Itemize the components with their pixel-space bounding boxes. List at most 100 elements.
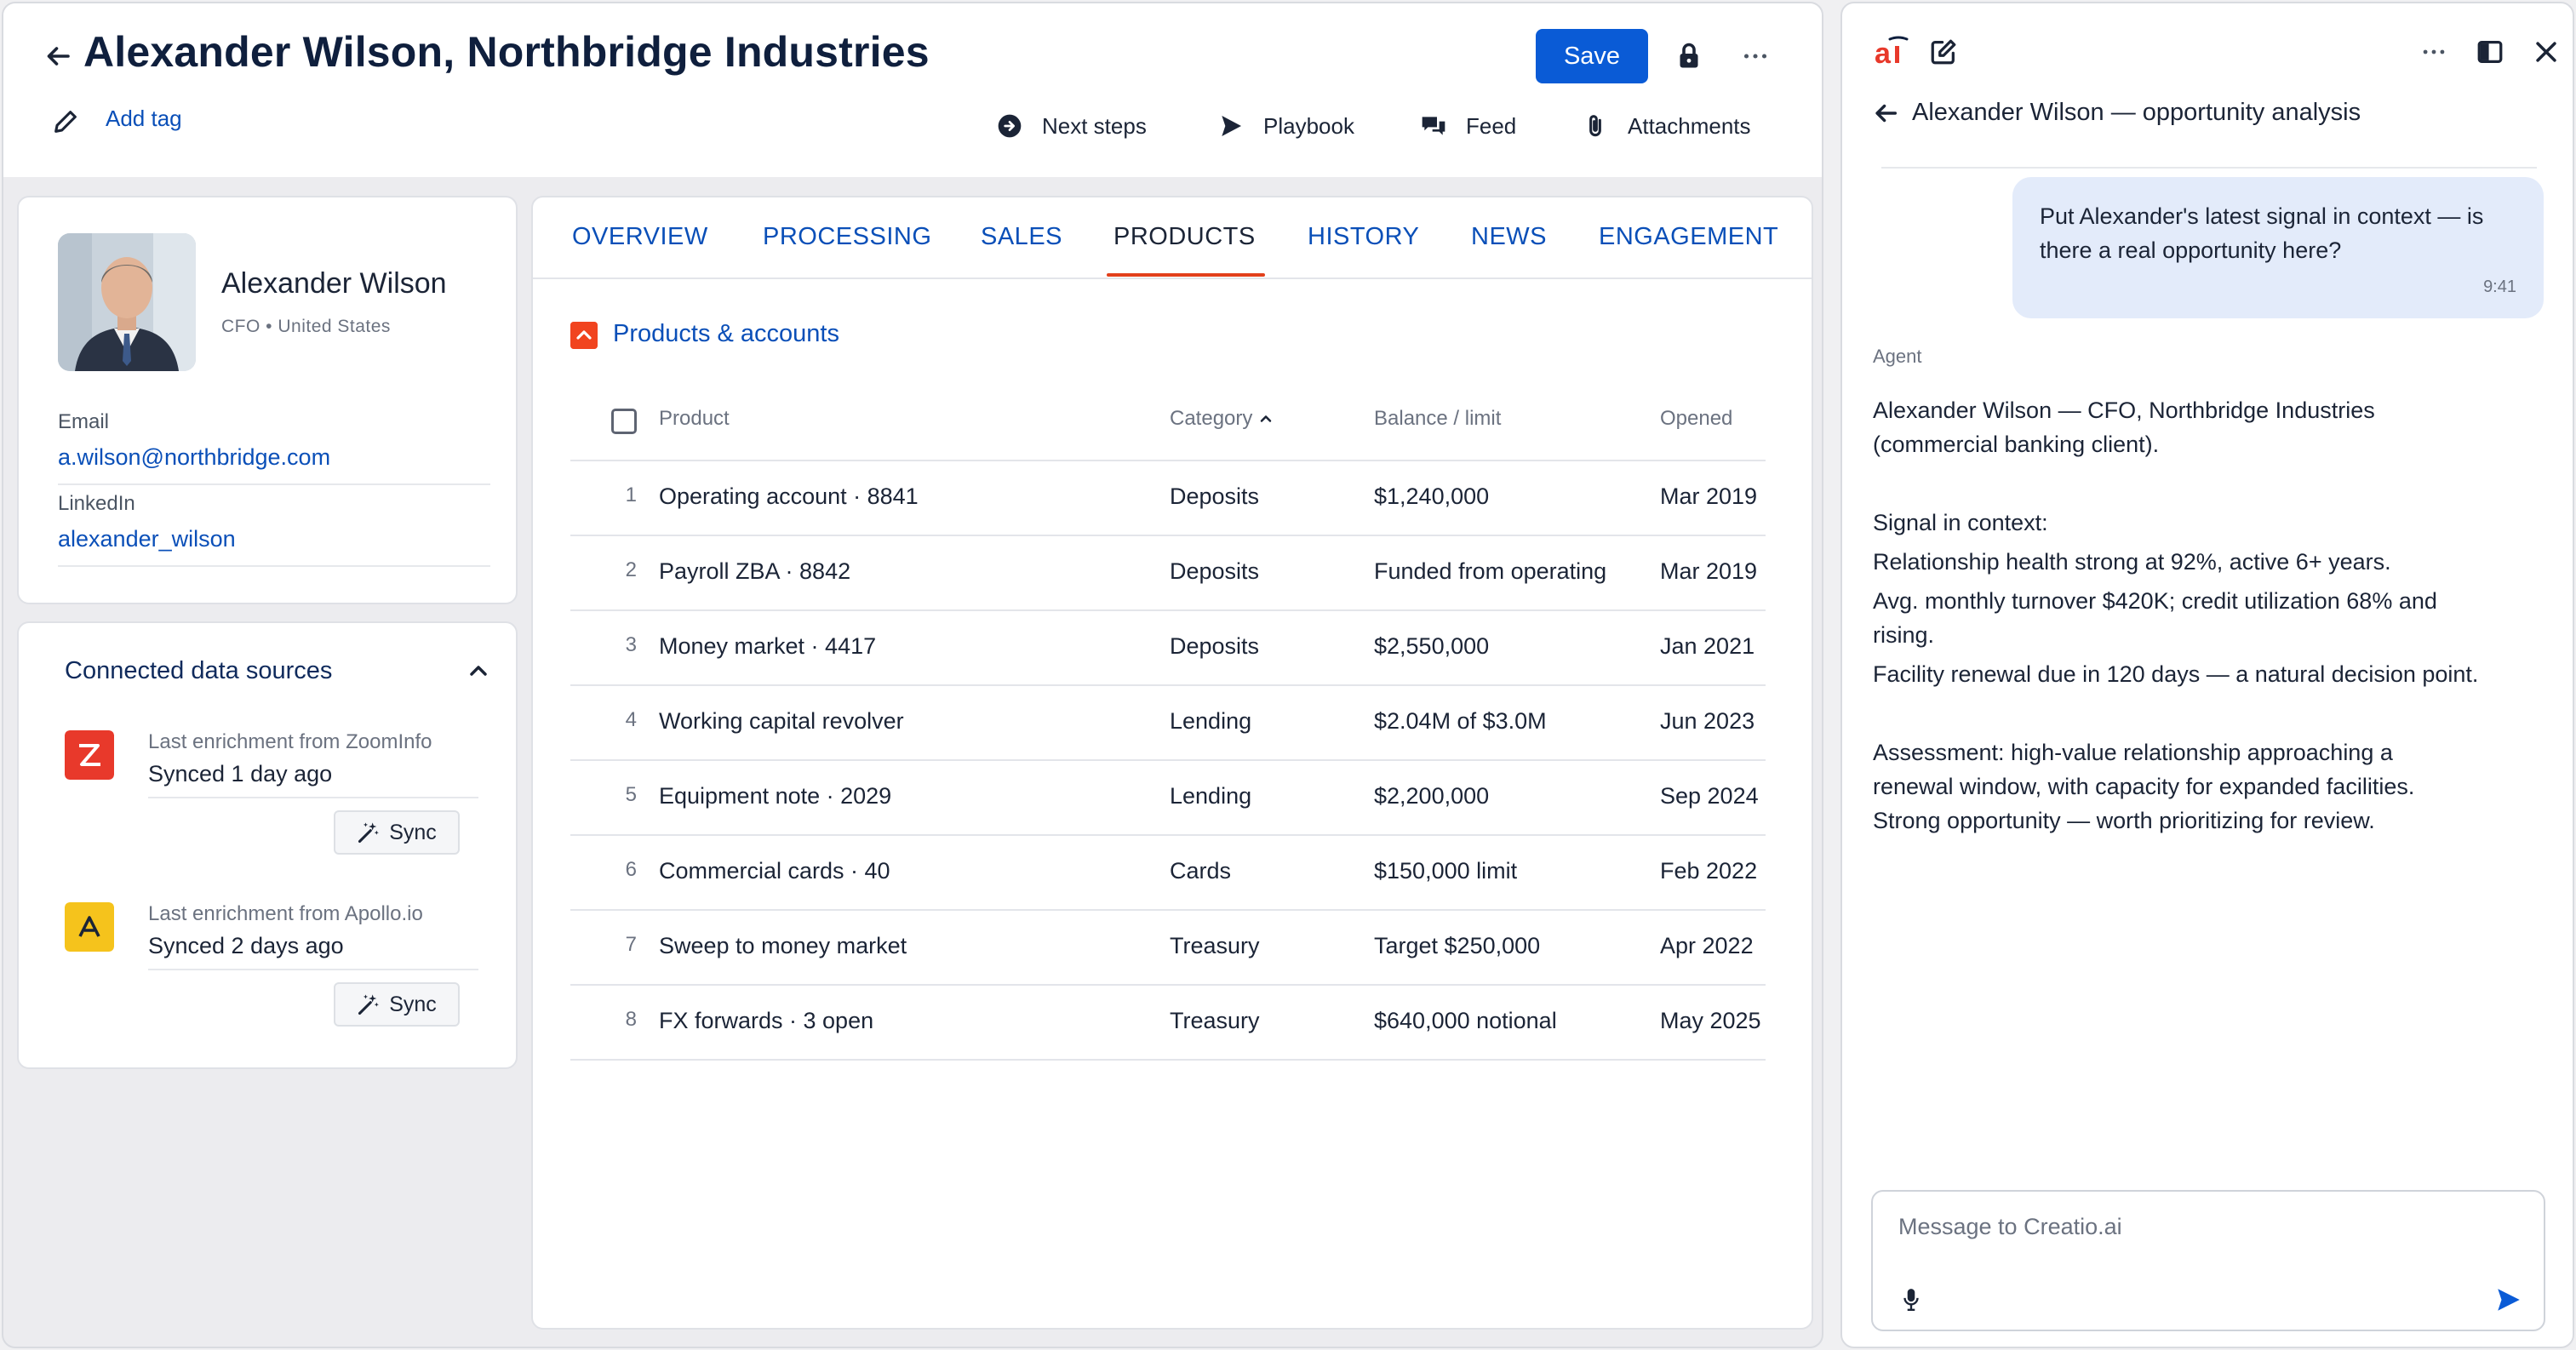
person-role: CFO • United States bbox=[221, 317, 391, 336]
agent-label: Agent bbox=[1873, 346, 1922, 367]
user-message-bubble: Put Alexander's latest signal in context… bbox=[2012, 177, 2544, 318]
product-balance: $1,240,000 bbox=[1374, 483, 1490, 509]
agent-message-line: Alexander Wilson — CFO, Northbridge Indu… bbox=[1873, 398, 2375, 423]
column-header-category[interactable]: Category bbox=[1170, 407, 1274, 431]
column-header-product[interactable]: Product bbox=[659, 407, 730, 430]
zoominfo-logo-icon bbox=[65, 730, 114, 780]
data-sources-card: Connected data sources Last enrichment f… bbox=[17, 621, 518, 1069]
arrow-circle-icon bbox=[998, 114, 1022, 138]
product-balance: $150,000 limit bbox=[1374, 858, 1518, 884]
zoominfo-sync-button[interactable]: Sync bbox=[334, 810, 460, 855]
product-opened: Sep 2024 bbox=[1660, 783, 1759, 809]
row-index: 5 bbox=[625, 783, 637, 806]
tab-history[interactable]: HISTORY bbox=[1308, 223, 1420, 250]
apollo-enrichment-label: Last enrichment from Apollo.io bbox=[148, 902, 423, 925]
linkedin-link[interactable]: alexander_wilson bbox=[58, 526, 236, 552]
product-name: FX forwards · 3 open bbox=[659, 1008, 874, 1033]
agent-message-line: Signal in context: bbox=[1873, 510, 2048, 535]
table-row[interactable]: 4 Working capital revolver Lending $2.04M o… bbox=[570, 684, 1766, 759]
save-button[interactable]: Save bbox=[1536, 29, 1648, 83]
data-sources-title: Connected data sources bbox=[65, 657, 333, 684]
agent-message-line: Strong opportunity — worth prioritizing … bbox=[1873, 808, 2375, 833]
message-timestamp: 9:41 bbox=[2483, 277, 2516, 296]
row-index: 8 bbox=[625, 1008, 637, 1031]
paperclip-icon bbox=[1589, 115, 1601, 137]
product-name: Commercial cards · 40 bbox=[659, 858, 890, 884]
back-arrow-icon[interactable] bbox=[1871, 99, 1900, 128]
add-tag-link[interactable]: Add tag bbox=[106, 106, 182, 131]
playbook-button[interactable]: Playbook bbox=[1217, 109, 1354, 143]
lock-icon[interactable] bbox=[1674, 41, 1704, 72]
table-row[interactable]: 6 Commercial cards · 40 Cards $150,000 limi… bbox=[570, 834, 1766, 909]
table-row[interactable]: 1 Operating account · 8841 Deposits $1,240,… bbox=[570, 460, 1766, 535]
back-arrow-icon[interactable] bbox=[43, 41, 73, 72]
apollo-synced-status: Synced 2 days ago bbox=[148, 933, 344, 958]
row-index: 4 bbox=[625, 708, 637, 731]
page-title: Alexander Wilson, Northbridge Industries bbox=[83, 28, 930, 76]
products-card: OVERVIEW PROCESSING SALES PRODUCTS HISTO… bbox=[531, 196, 1813, 1330]
section-title[interactable]: Products & accounts bbox=[613, 320, 839, 347]
product-balance: $640,000 notional bbox=[1374, 1008, 1557, 1033]
column-header-opened[interactable]: Opened bbox=[1660, 407, 1733, 430]
product-category: Cards bbox=[1170, 858, 1232, 884]
product-balance: $2,200,000 bbox=[1374, 783, 1490, 809]
product-category: Deposits bbox=[1170, 558, 1260, 584]
dock-panel-icon[interactable] bbox=[2476, 37, 2504, 66]
product-category: Deposits bbox=[1170, 633, 1260, 659]
table-row[interactable]: 2 Payroll ZBA · 8842 Deposits Funded from o… bbox=[570, 535, 1766, 609]
send-icon[interactable] bbox=[2494, 1285, 2523, 1314]
email-link[interactable]: a.wilson@northbridge.com bbox=[58, 444, 331, 470]
svg-text:a: a bbox=[1875, 37, 1892, 68]
divider bbox=[1881, 167, 2537, 169]
column-header-category-label: Category bbox=[1170, 407, 1253, 430]
sync-label: Sync bbox=[389, 820, 437, 844]
attachments-label: Attachments bbox=[1628, 112, 1751, 139]
new-chat-icon[interactable] bbox=[1929, 37, 1958, 66]
agent-message-line: Avg. monthly turnover $420K; credit util… bbox=[1873, 588, 2437, 614]
product-opened: May 2025 bbox=[1660, 1008, 1761, 1033]
microphone-icon[interactable] bbox=[1900, 1287, 1922, 1313]
divider bbox=[148, 969, 478, 970]
column-header-balance[interactable]: Balance / limit bbox=[1374, 407, 1502, 430]
zoominfo-enrichment-label: Last enrichment from ZoomInfo bbox=[148, 730, 432, 753]
product-category: Lending bbox=[1170, 783, 1252, 809]
product-balance: Funded from operating bbox=[1374, 558, 1607, 584]
row-index: 1 bbox=[625, 483, 637, 506]
magic-wand-icon bbox=[358, 822, 380, 844]
apollo-sync-button[interactable]: Sync bbox=[334, 982, 460, 1027]
message-input[interactable]: Message to Creatio.ai bbox=[1871, 1190, 2545, 1331]
feed-button[interactable]: Feed bbox=[1420, 109, 1516, 143]
attachments-button[interactable]: Attachments bbox=[1582, 109, 1751, 143]
more-options-icon[interactable] bbox=[1740, 41, 1771, 72]
collapse-section-icon[interactable] bbox=[570, 322, 598, 349]
playbook-label: Playbook bbox=[1263, 112, 1354, 139]
product-balance: $2,550,000 bbox=[1374, 633, 1490, 659]
linkedin-label: LinkedIn bbox=[58, 492, 135, 515]
table-bottom-border bbox=[570, 1059, 1766, 1061]
product-name: Operating account · 8841 bbox=[659, 483, 919, 509]
row-index: 7 bbox=[625, 933, 637, 956]
row-index: 6 bbox=[625, 858, 637, 881]
tab-engagement[interactable]: ENGAGEMENT bbox=[1599, 223, 1779, 250]
tab-bar: OVERVIEW PROCESSING SALES PRODUCTS HISTO… bbox=[533, 197, 1812, 279]
product-category: Treasury bbox=[1170, 933, 1260, 958]
row-index: 2 bbox=[625, 558, 637, 581]
apollo-logo-icon bbox=[65, 902, 114, 952]
next-steps-button[interactable]: Next steps bbox=[996, 109, 1147, 143]
tab-products[interactable]: PRODUCTS bbox=[1113, 223, 1256, 250]
table-row[interactable]: 5 Equipment note · 2029 Lending $2,200,000 S… bbox=[570, 759, 1766, 834]
chevron-up-icon[interactable] bbox=[465, 657, 492, 684]
table-row[interactable]: 8 FX forwards · 3 open Treasury $640,000 no… bbox=[570, 984, 1766, 1059]
tab-news[interactable]: NEWS bbox=[1471, 223, 1547, 250]
close-icon[interactable] bbox=[2532, 37, 2561, 66]
tab-sales[interactable]: SALES bbox=[981, 223, 1062, 250]
more-options-icon[interactable] bbox=[2419, 37, 2448, 66]
tab-overview[interactable]: OVERVIEW bbox=[572, 223, 708, 250]
product-opened: Apr 2022 bbox=[1660, 933, 1754, 958]
table-row[interactable]: 7 Sweep to money market Treasury Target $25… bbox=[570, 909, 1766, 984]
magic-wand-icon bbox=[358, 994, 380, 1015]
select-all-checkbox[interactable] bbox=[611, 409, 637, 434]
tab-processing[interactable]: PROCESSING bbox=[763, 223, 932, 250]
table-row[interactable]: 3 Money market · 4417 Deposits $2,550,000 Ja… bbox=[570, 609, 1766, 684]
pencil-icon[interactable] bbox=[51, 107, 80, 136]
